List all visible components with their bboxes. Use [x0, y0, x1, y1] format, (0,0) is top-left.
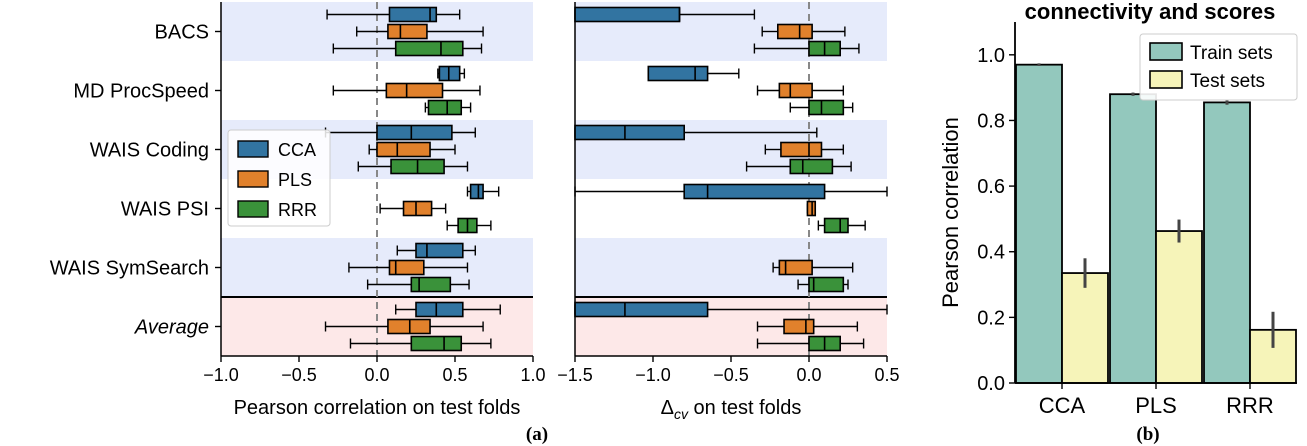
legend-label-cca: CCA: [278, 140, 316, 160]
box-pls: [783, 318, 815, 335]
y-tick-label: 0.4: [977, 242, 1005, 264]
y-tick-label: 1.0: [977, 45, 1005, 67]
caption-a: (a): [526, 424, 548, 445]
row-label: Average: [134, 317, 209, 339]
row-label: WAIS Coding: [90, 140, 209, 162]
x-tick-label: −0.5: [713, 365, 749, 385]
box-rrr: [410, 276, 452, 293]
x-tick-label: 1.0: [520, 365, 545, 385]
y-tick-label: 0.8: [977, 110, 1005, 132]
box-pls: [778, 82, 813, 99]
caption-b: (b): [1136, 424, 1159, 445]
x-axis-label: Pearson correlation on test folds: [234, 397, 521, 419]
bar-train: [1109, 93, 1157, 384]
y-axis-label: Pearson correlation: [938, 117, 963, 308]
box-rrr: [823, 217, 849, 234]
box-pls: [776, 23, 813, 40]
y-tick-label: 0.0: [977, 373, 1005, 395]
legend-label-test: Test sets: [1190, 71, 1265, 92]
x-axis-label-delta: Δcv on test folds: [661, 397, 802, 422]
box-cca: [415, 242, 464, 259]
legend-swatch-cca: [237, 140, 269, 158]
x-tick-label: PLS: [1135, 393, 1177, 418]
box-pls: [778, 259, 813, 276]
legend-label-pls: PLS: [278, 170, 312, 190]
x-tick-label: 0.0: [364, 365, 389, 385]
box-cca: [469, 183, 484, 200]
box-rrr: [789, 158, 834, 175]
legend-label-rrr: RRR: [278, 200, 317, 220]
bar-train: [1015, 63, 1063, 384]
legend-swatch-test: [1149, 70, 1183, 89]
bar-test: [1061, 272, 1109, 384]
box-cca: [376, 124, 453, 141]
box-cca: [574, 301, 709, 318]
row-label: WAIS SymSearch: [50, 258, 209, 280]
y-tick-label: 0.6: [977, 176, 1005, 198]
box-rrr: [808, 99, 845, 116]
x-tick-label: 0.5: [874, 365, 899, 385]
box-pls: [385, 82, 444, 99]
box-pls: [780, 141, 823, 158]
box-pls: [376, 141, 431, 158]
x-tick-label: 0.0: [796, 365, 821, 385]
legend-label-train: Train sets: [1190, 43, 1273, 64]
y-tick-label: 0.2: [977, 307, 1005, 329]
box-rrr: [427, 99, 463, 116]
x-tick-label: RRR: [1226, 393, 1274, 418]
x-tick-label: CCA: [1039, 393, 1086, 418]
x-tick-label: −1.0: [203, 365, 239, 385]
x-tick-label: −0.5: [281, 365, 317, 385]
x-tick-label: 0.5: [442, 365, 467, 385]
legend: CCA PLS RRR: [227, 129, 331, 227]
panel-a: −1.0 −0.5 0.0 0.5 1.0 BACS MD ProcSpeed WAIS Co…: [50, 2, 546, 419]
legend-swatch-pls: [237, 170, 269, 188]
chart-title: connectivity and scores: [1025, 0, 1276, 24]
box-cca: [574, 6, 681, 23]
x-tick-label: −1.5: [557, 365, 593, 385]
legend-b: Train sets Test sets: [1139, 33, 1298, 101]
box-cca: [574, 124, 685, 141]
box-rrr: [394, 40, 464, 57]
box-pls: [388, 259, 425, 276]
panel-b: connectivity and scores CCA PLS RRR 0.0 0.2 0.…: [938, 0, 1298, 418]
box-cca: [388, 6, 438, 23]
box-pls: [402, 200, 433, 217]
box-rrr: [410, 335, 463, 352]
box-rrr: [808, 276, 845, 293]
bar-test: [1155, 230, 1203, 384]
row-label: BACS: [155, 22, 209, 44]
box-cca: [683, 183, 826, 200]
box-pls: [387, 23, 428, 40]
bar-train: [1203, 101, 1251, 384]
legend-swatch-train: [1149, 42, 1183, 61]
legend-swatch-rrr: [237, 200, 269, 218]
x-tick-label: −1.0: [635, 365, 671, 385]
box-cca: [647, 65, 709, 82]
row-label: MD ProcSpeed: [73, 81, 209, 103]
box-cca: [415, 301, 464, 318]
panel-a-delta: −1.5 −1.0 −0.5 0.0 0.5 Δcv on test folds: [557, 2, 900, 422]
row-label: WAIS PSI: [121, 199, 209, 221]
